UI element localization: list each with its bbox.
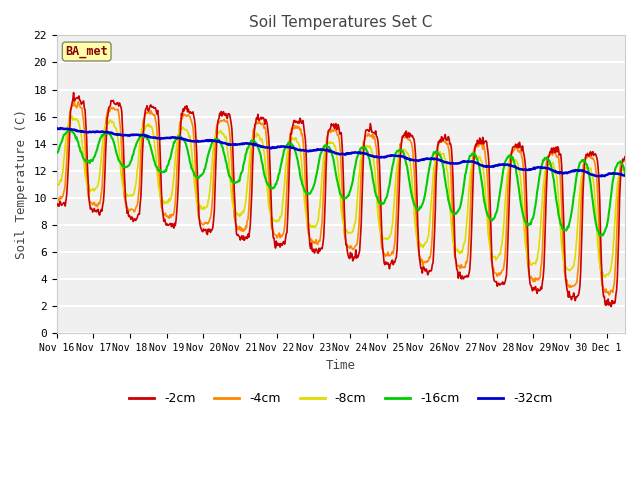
-4cm: [55, 196, 63, 202]
-8cm: [55, 182, 63, 188]
-2cm: [475, 141, 483, 146]
-16cm: [475, 162, 483, 168]
-8cm: [317, 183, 325, 189]
-2cm: [296, 115, 304, 121]
-8cm: [68, 113, 76, 119]
-32cm: [53, 125, 61, 131]
-16cm: [461, 172, 469, 178]
-8cm: [461, 238, 469, 244]
-16cm: [133, 139, 141, 145]
Line: -4cm: -4cm: [57, 101, 625, 295]
Line: -32cm: -32cm: [57, 128, 625, 176]
-16cm: [317, 150, 325, 156]
Line: -8cm: -8cm: [57, 116, 625, 277]
-2cm: [53, 202, 61, 208]
-16cm: [55, 145, 63, 151]
-8cm: [601, 275, 609, 280]
X-axis label: Time: Time: [326, 359, 356, 372]
-8cm: [296, 146, 304, 152]
-32cm: [621, 173, 629, 179]
-32cm: [296, 147, 304, 153]
-4cm: [133, 203, 141, 209]
-2cm: [461, 274, 469, 280]
-32cm: [58, 125, 65, 131]
Y-axis label: Soil Temperature (C): Soil Temperature (C): [15, 109, 28, 259]
Line: -2cm: -2cm: [57, 93, 625, 307]
-2cm: [621, 154, 629, 159]
-8cm: [133, 168, 141, 174]
-4cm: [53, 193, 61, 199]
-16cm: [66, 127, 74, 133]
Legend: -2cm, -4cm, -8cm, -16cm, -32cm: -2cm, -4cm, -8cm, -16cm, -32cm: [124, 387, 557, 410]
-32cm: [598, 173, 605, 179]
-2cm: [133, 216, 141, 221]
-32cm: [461, 159, 469, 165]
-32cm: [317, 146, 325, 152]
-8cm: [475, 154, 483, 160]
-16cm: [296, 171, 304, 177]
-4cm: [461, 264, 469, 270]
-8cm: [621, 168, 629, 174]
-32cm: [55, 126, 63, 132]
-32cm: [133, 132, 141, 138]
-4cm: [475, 143, 483, 148]
-16cm: [596, 233, 604, 239]
-4cm: [317, 226, 325, 232]
-4cm: [621, 156, 629, 162]
-16cm: [621, 171, 629, 177]
-4cm: [605, 292, 612, 298]
-2cm: [55, 204, 63, 209]
Text: BA_met: BA_met: [65, 45, 108, 58]
Line: -16cm: -16cm: [57, 130, 625, 236]
-8cm: [53, 183, 61, 189]
-4cm: [70, 98, 78, 104]
-4cm: [296, 127, 304, 133]
-2cm: [317, 246, 325, 252]
Title: Soil Temperatures Set C: Soil Temperatures Set C: [249, 15, 433, 30]
-16cm: [53, 150, 61, 156]
-2cm: [607, 304, 615, 310]
-32cm: [475, 161, 483, 167]
-2cm: [70, 90, 77, 96]
